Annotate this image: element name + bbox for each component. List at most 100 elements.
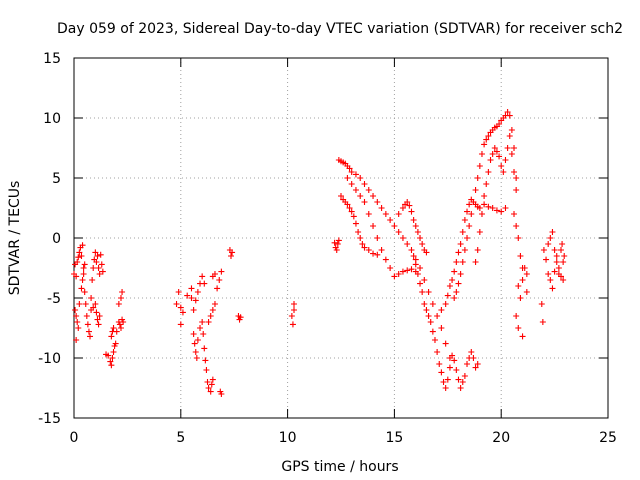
data-point — [464, 361, 471, 367]
y-tick-label: -10 — [38, 351, 61, 367]
data-point — [199, 273, 206, 280]
data-point — [453, 367, 460, 373]
data-point — [73, 273, 80, 280]
data-point — [344, 201, 351, 208]
data-point — [404, 241, 411, 247]
data-point — [500, 169, 507, 175]
data-point — [350, 213, 357, 220]
data-point — [211, 271, 218, 277]
data-point — [508, 127, 515, 133]
data-point — [352, 220, 359, 227]
data-point — [502, 205, 509, 211]
data-point — [190, 307, 197, 313]
data-point — [108, 333, 115, 340]
data-point — [513, 223, 520, 229]
data-point — [237, 314, 244, 321]
data-point — [434, 349, 441, 355]
data-point — [523, 289, 530, 295]
data-point — [511, 169, 518, 175]
data-point — [459, 379, 466, 385]
data-point — [188, 295, 195, 301]
data-point — [515, 325, 522, 331]
data-point — [558, 247, 565, 253]
data-point — [227, 253, 234, 259]
data-point — [461, 373, 468, 379]
data-point — [404, 267, 411, 274]
data-point — [519, 333, 526, 340]
data-point — [410, 253, 417, 259]
data-point — [543, 256, 550, 263]
data-point — [209, 307, 216, 313]
data-point — [451, 268, 458, 275]
y-tick-label: 15 — [43, 51, 61, 67]
data-point — [485, 133, 492, 139]
data-point — [346, 205, 353, 211]
data-point — [442, 340, 449, 347]
data-point — [378, 247, 385, 253]
data-point — [197, 325, 204, 331]
data-point — [190, 331, 197, 337]
data-point — [352, 171, 359, 178]
data-point — [81, 289, 88, 295]
data-point — [115, 301, 122, 307]
data-point — [429, 328, 436, 335]
data-point — [506, 112, 513, 119]
data-point — [461, 247, 468, 253]
data-point — [173, 301, 180, 307]
data-point — [414, 271, 421, 277]
data-point — [78, 253, 85, 259]
data-point — [75, 325, 82, 331]
x-tick-label: 20 — [492, 430, 510, 446]
y-tick-label: -5 — [47, 291, 61, 307]
data-point — [461, 217, 468, 223]
data-point — [99, 268, 106, 275]
data-point — [93, 309, 100, 316]
data-point — [504, 109, 511, 115]
data-point — [493, 207, 500, 214]
data-point — [468, 211, 475, 217]
data-point — [523, 271, 530, 277]
data-point — [506, 133, 513, 139]
x-tick-label: 15 — [385, 430, 403, 446]
data-point — [335, 237, 342, 244]
x-tick-label: 5 — [176, 430, 185, 446]
data-point — [513, 313, 520, 319]
data-point — [107, 358, 114, 365]
data-point — [116, 321, 123, 328]
data-point — [90, 265, 97, 271]
data-point — [291, 301, 298, 307]
data-point — [472, 259, 479, 265]
data-point — [90, 304, 97, 311]
data-point — [72, 307, 79, 313]
data-point — [89, 277, 96, 283]
data-point — [493, 148, 500, 155]
data-point — [412, 223, 419, 229]
data-point — [95, 321, 102, 328]
data-point — [423, 249, 430, 256]
data-point — [421, 277, 428, 283]
data-point — [96, 271, 103, 277]
data-point — [374, 235, 381, 241]
data-point — [408, 247, 415, 253]
data-point — [438, 307, 445, 313]
data-point — [464, 208, 471, 215]
data-point — [517, 295, 524, 301]
data-point — [191, 340, 198, 347]
data-point — [113, 328, 120, 335]
data-point — [504, 145, 511, 151]
data-point — [177, 321, 184, 328]
data-point — [425, 313, 432, 319]
data-point — [459, 229, 466, 235]
data-point — [553, 253, 560, 259]
data-point — [438, 325, 445, 331]
data-point — [331, 239, 338, 246]
data-point — [540, 247, 547, 253]
data-point — [87, 333, 94, 340]
data-point — [79, 242, 86, 249]
data-point — [374, 251, 381, 258]
data-point — [193, 355, 200, 361]
data-point — [184, 292, 191, 299]
data-point — [436, 361, 443, 367]
data-point — [404, 199, 411, 205]
data-point — [419, 241, 426, 247]
